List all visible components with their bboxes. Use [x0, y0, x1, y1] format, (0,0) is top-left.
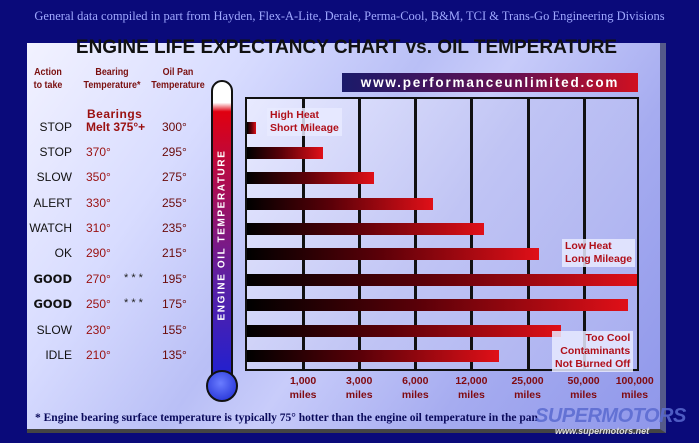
- header-bearing: Bearing Temperature*: [80, 66, 145, 92]
- tick-line: miles: [345, 389, 373, 401]
- bar-295: [247, 147, 323, 159]
- oil-pan-temp: 295°: [162, 145, 187, 159]
- action-label: WATCH: [29, 221, 72, 235]
- action-label: GOOD: [33, 297, 72, 311]
- header-line: Temperature: [151, 79, 205, 91]
- tick-line: miles: [457, 389, 485, 401]
- note-line: Too Cool: [585, 332, 631, 344]
- header-line: to take: [33, 79, 63, 91]
- tick-line: 12,000: [455, 375, 488, 387]
- oil-pan-temp: 235°: [162, 221, 187, 235]
- bar-155: [247, 325, 562, 337]
- tick-line: 100,000: [615, 375, 654, 387]
- stars-marker: * * *: [124, 297, 143, 309]
- website-banner[interactable]: www.performanceunlimited.com: [342, 73, 638, 92]
- header-line: Action: [34, 66, 62, 78]
- gridline: [526, 99, 530, 369]
- tick-line: 50,000: [567, 375, 600, 387]
- bar-175: [247, 299, 629, 311]
- label-line: Bearings: [87, 107, 143, 121]
- bar-195: [247, 274, 637, 286]
- note-line: Not Burned Off: [555, 358, 631, 370]
- bar-215: [247, 248, 539, 260]
- oil-pan-temp: 135°: [162, 348, 187, 362]
- oil-pan-temp: 195°: [162, 272, 187, 286]
- tick-line: miles: [401, 389, 429, 401]
- note-too-cool: Too Cool Contaminants Not Burned Off: [552, 331, 634, 372]
- action-label: STOP: [39, 145, 72, 159]
- thermometer-label: ENGINE OIL TEMPERATURE: [216, 149, 228, 321]
- footnote: * Engine bearing surface temperature is …: [35, 412, 538, 424]
- bearing-temp: 210°: [86, 348, 111, 362]
- thermometer-bulb-icon: [206, 370, 238, 402]
- header-line: Temperature*: [83, 79, 141, 91]
- watermark-url: www.supermotors.net: [555, 426, 650, 436]
- bearing-temp: 290°: [86, 246, 111, 260]
- oil-pan-temp: 255°: [162, 196, 187, 210]
- note-line: Short Mileage: [270, 122, 339, 134]
- chart-title: ENGINE LIFE EXPECTANCY CHART vs. OIL TEM…: [75, 37, 618, 58]
- bar-235: [247, 223, 485, 235]
- oil-pan-temp: 300°: [162, 120, 187, 134]
- tick-line: miles: [514, 389, 541, 401]
- bearing-temp: 330°: [86, 196, 111, 210]
- source-note: General data compiled in part from Hayde…: [34, 9, 665, 23]
- action-label: ALERT: [33, 196, 72, 210]
- action-label: IDLE: [45, 348, 72, 362]
- bar-135: [247, 350, 500, 362]
- header-line: Oil Pan: [162, 66, 194, 78]
- bearing-temp: 230°: [86, 323, 111, 337]
- note-line: High Heat: [270, 109, 320, 121]
- bar-300: [247, 122, 256, 134]
- action-label: SLOW: [36, 170, 72, 184]
- tick-line: 3,000: [346, 375, 373, 387]
- oil-pan-temp: 175°: [162, 297, 187, 311]
- bearing-temp: 250°: [86, 297, 111, 311]
- action-label: OK: [54, 246, 72, 260]
- action-label: GOOD: [33, 272, 72, 286]
- header-oil-pan: Oil Pan Temperature: [146, 66, 211, 92]
- gridline: [582, 99, 586, 369]
- plot-area: High Heat Short Mileage Low Heat Long Milea…: [245, 97, 639, 372]
- x-tick-label: 6,000 miles: [385, 374, 445, 402]
- x-tick-label: 50,000 miles: [554, 374, 614, 402]
- bar-275: [247, 172, 375, 184]
- action-label: SLOW: [36, 323, 72, 337]
- oil-pan-temp: 155°: [162, 323, 187, 337]
- bearing-temp: 350°: [86, 170, 111, 184]
- x-tick-label: 100,000 miles: [605, 374, 665, 402]
- header-line: Bearing: [95, 66, 129, 78]
- oil-pan-temp: 275°: [162, 170, 187, 184]
- x-tick-label: 1,000 miles: [273, 374, 333, 402]
- header-action: Action to take: [29, 66, 66, 92]
- tick-line: 25,000: [511, 375, 544, 387]
- x-tick-label: 12,000 miles: [441, 374, 501, 402]
- tick-line: miles: [289, 389, 317, 401]
- note-line: Long Mileage: [565, 253, 633, 265]
- x-tick-label: 3,000 miles: [329, 374, 389, 402]
- action-label: STOP: [39, 120, 72, 134]
- tick-line: 6,000: [402, 375, 429, 387]
- stars-marker: * * *: [124, 272, 143, 284]
- tick-line: miles: [570, 389, 598, 401]
- bearing-temp: 370°: [86, 145, 111, 159]
- note-line: Low Heat: [565, 240, 612, 252]
- tick-line: 1,000: [289, 375, 317, 387]
- bearings-melt-label: Bearings Melt 375°+: [86, 108, 145, 134]
- tick-line: miles: [621, 389, 649, 401]
- bar-255: [247, 198, 434, 210]
- label-line: Melt 375°+: [86, 120, 146, 134]
- note-low-heat: Low Heat Long Mileage: [562, 239, 636, 267]
- x-tick-label: 25,000 miles: [498, 374, 558, 402]
- note-line: Contaminants: [560, 345, 631, 357]
- bearing-temp: 310°: [86, 221, 111, 235]
- note-high-heat: High Heat Short Mileage: [267, 108, 342, 136]
- oil-pan-temp: 215°: [162, 246, 187, 260]
- bearing-temp: 270°: [86, 272, 111, 286]
- watermark-logo: SUPERMOTORS: [535, 405, 686, 427]
